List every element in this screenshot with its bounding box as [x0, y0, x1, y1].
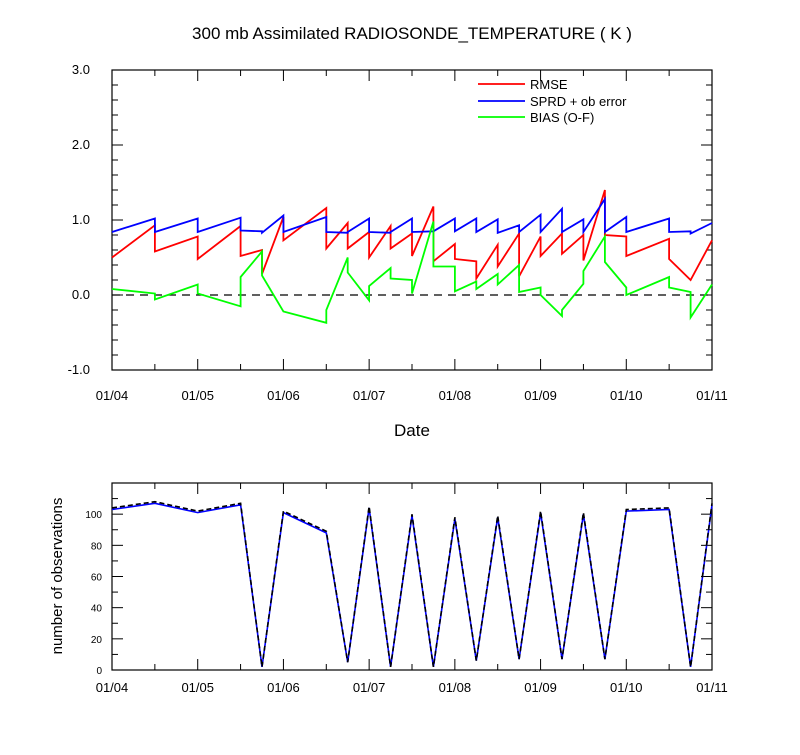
series-line-1 — [111, 500, 713, 668]
y-tick-label: 0.0 — [72, 287, 90, 302]
series-line-sprd-ob-error — [111, 195, 713, 236]
x-tick-label: 01/04 — [96, 388, 129, 403]
y-tick-label: 2.0 — [72, 137, 90, 152]
chart-title: 300 mb Assimilated RADIOSONDE_TEMPERATUR… — [192, 24, 632, 43]
x-tick-label: 01/05 — [181, 680, 214, 695]
y-tick-label: -1.0 — [68, 362, 90, 377]
y-tick-label: 80 — [91, 541, 103, 552]
x-axis-label: Date — [394, 421, 430, 440]
obs-y-axis-label: number of observations — [49, 498, 66, 655]
x-tick-label: 01/11 — [696, 680, 728, 695]
y-tick-label: 0 — [96, 666, 102, 677]
top-plot-area: 01/04 01/05 01/06 01/07 01/08 01/09 01/10 01/11… — [68, 62, 728, 403]
x-tick-label: 01/06 — [267, 680, 300, 695]
series-line-rmse — [111, 189, 713, 282]
x-tick-label: 01/05 — [181, 388, 214, 403]
x-tick-label: 01/08 — [439, 388, 472, 403]
legend-label-rmse: RMSE — [530, 77, 568, 92]
series-line-0 — [111, 502, 713, 668]
x-tick-label: 01/08 — [439, 680, 472, 695]
legend-label-sprd: SPRD + ob error — [530, 94, 627, 109]
y-tick-label: 60 — [91, 573, 103, 584]
y-tick-label: 100 — [85, 510, 102, 521]
y-tick-label: 40 — [91, 604, 103, 615]
legend-label-bias: BIAS (O-F) — [530, 110, 594, 125]
x-tick-label: 01/09 — [524, 680, 557, 695]
x-tick-label: 01/11 — [696, 388, 728, 403]
y-tick-label: 1.0 — [72, 212, 90, 227]
x-tick-label: 01/07 — [353, 388, 386, 403]
legend: RMSE SPRD + ob error BIAS (O-F) — [478, 77, 627, 125]
y-tick-label: 3.0 — [72, 62, 90, 77]
y-tick-label: 20 — [91, 635, 103, 646]
x-tick-label: 01/09 — [524, 388, 557, 403]
x-tick-label: 01/06 — [267, 388, 300, 403]
x-tick-label: 01/10 — [610, 388, 643, 403]
series-line-bias-o-f — [111, 221, 713, 324]
x-tick-label: 01/10 — [610, 680, 643, 695]
x-tick-label: 01/07 — [353, 680, 386, 695]
x-tick-label: 01/04 — [96, 680, 129, 695]
bottom-plot-area: 01/04 01/05 01/06 01/07 01/08 01/09 01/10 01/11… — [85, 482, 728, 695]
